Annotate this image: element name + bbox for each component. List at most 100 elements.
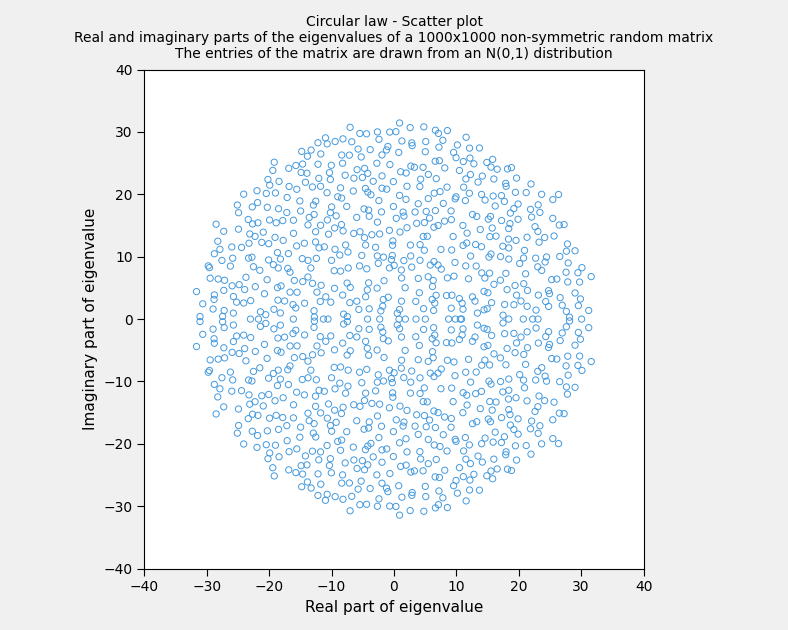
Point <box>531 262 544 272</box>
Point <box>412 273 425 284</box>
Point <box>343 150 355 160</box>
Point <box>503 254 515 264</box>
Point <box>310 287 323 297</box>
Point <box>366 398 378 408</box>
Point <box>376 445 388 455</box>
Point <box>478 341 490 352</box>
Point <box>428 188 440 198</box>
Point <box>227 308 240 318</box>
Point <box>269 440 282 450</box>
Point <box>251 442 263 452</box>
Point <box>433 186 446 197</box>
Point <box>374 306 387 316</box>
Point <box>208 334 221 344</box>
Point <box>518 278 530 289</box>
Point <box>384 159 396 169</box>
Point <box>314 181 327 192</box>
Point <box>310 253 322 263</box>
Point <box>470 367 482 377</box>
Point <box>345 137 358 147</box>
Point <box>461 228 474 238</box>
Point <box>448 357 460 367</box>
Point <box>486 405 499 415</box>
Point <box>202 261 214 271</box>
Point <box>512 199 525 209</box>
Point <box>410 296 422 306</box>
Point <box>290 241 303 251</box>
Point <box>284 287 296 297</box>
Point <box>254 363 266 373</box>
Point <box>438 216 451 226</box>
Point <box>362 460 374 470</box>
Point <box>289 467 302 478</box>
Point <box>397 421 410 431</box>
Point <box>237 330 250 340</box>
Point <box>278 296 291 306</box>
Point <box>521 301 533 311</box>
Point <box>559 361 572 371</box>
Point <box>289 161 302 171</box>
Point <box>352 304 365 314</box>
Point <box>301 168 314 178</box>
Point <box>432 129 444 139</box>
Point <box>353 261 366 271</box>
Point <box>509 280 522 290</box>
Point <box>353 367 366 377</box>
Point <box>384 501 396 511</box>
Point <box>314 149 327 159</box>
Point <box>309 227 322 237</box>
Point <box>303 416 315 426</box>
Point <box>342 365 355 375</box>
Point <box>211 392 224 402</box>
Point <box>258 340 271 350</box>
Point <box>396 296 408 306</box>
Point <box>261 202 273 212</box>
Point <box>466 419 479 429</box>
Point <box>284 341 296 351</box>
Point <box>237 189 250 199</box>
Point <box>559 267 572 277</box>
Point <box>427 353 440 363</box>
Point <box>351 464 363 474</box>
Point <box>417 163 429 173</box>
Point <box>243 390 255 400</box>
Point <box>382 336 395 346</box>
Point <box>521 327 533 337</box>
Point <box>354 401 366 411</box>
Point <box>517 253 530 263</box>
Point <box>411 410 423 420</box>
Point <box>481 304 493 314</box>
Point <box>396 273 408 283</box>
Point <box>226 347 239 357</box>
Point <box>243 238 255 248</box>
Point <box>291 287 303 297</box>
Point <box>381 483 393 493</box>
Point <box>400 194 412 204</box>
Point <box>260 188 273 198</box>
Point <box>530 323 542 333</box>
Point <box>542 326 555 336</box>
Point <box>541 252 553 262</box>
Point <box>269 188 282 198</box>
Point <box>507 328 520 338</box>
Point <box>364 145 377 155</box>
Point <box>397 372 410 382</box>
Point <box>525 179 537 189</box>
Point <box>211 236 224 246</box>
Point <box>340 388 352 398</box>
Point <box>373 195 385 205</box>
Point <box>546 415 559 425</box>
Point <box>502 394 515 404</box>
Point <box>352 324 365 334</box>
Point <box>212 354 225 364</box>
Point <box>371 217 384 227</box>
Point <box>319 495 332 505</box>
Point <box>329 244 341 255</box>
Point <box>354 129 366 139</box>
Point <box>387 176 400 186</box>
Point <box>277 413 289 423</box>
Point <box>460 238 473 248</box>
Point <box>494 353 507 363</box>
Point <box>336 402 349 412</box>
Point <box>239 285 251 295</box>
